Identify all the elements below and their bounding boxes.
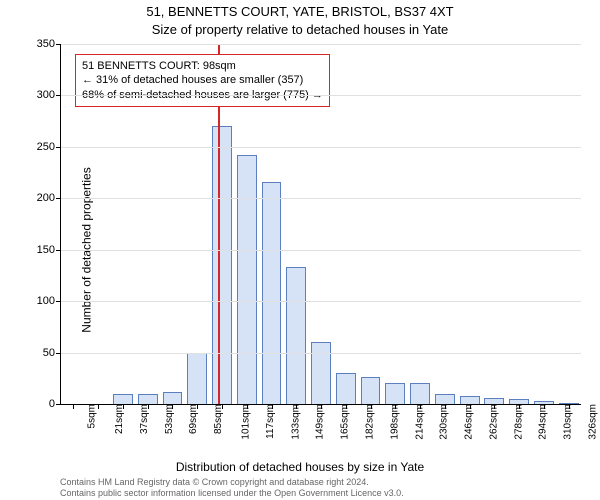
x-tick-mark bbox=[321, 404, 322, 409]
annotation-box: 51 BENNETTS COURT: 98sqm ← 31% of detach… bbox=[75, 54, 330, 107]
bar-slot: 310sqm bbox=[532, 44, 557, 404]
bar-slot: 182sqm bbox=[333, 44, 358, 404]
gridline bbox=[61, 198, 581, 199]
chart-title-sub: Size of property relative to detached ho… bbox=[0, 22, 600, 37]
bar-slot: 262sqm bbox=[457, 44, 482, 404]
gridline bbox=[61, 353, 581, 354]
bar bbox=[237, 155, 257, 404]
y-tick-label: 250 bbox=[37, 141, 61, 153]
x-tick-label: 149sqm bbox=[312, 404, 326, 440]
x-tick-label: 5sqm bbox=[84, 404, 98, 428]
annotation-line-2: ← 31% of detached houses are smaller (35… bbox=[82, 73, 323, 87]
x-tick-mark bbox=[123, 404, 124, 409]
x-tick-label: 133sqm bbox=[287, 404, 301, 440]
bar bbox=[410, 383, 430, 404]
x-tick-mark bbox=[346, 404, 347, 409]
y-tick-label: 300 bbox=[37, 89, 61, 101]
bar-slot: 294sqm bbox=[507, 44, 532, 404]
bar bbox=[212, 126, 232, 404]
bar-slot: 230sqm bbox=[408, 44, 433, 404]
x-tick-label: 294sqm bbox=[535, 404, 549, 440]
x-tick-mark bbox=[544, 404, 545, 409]
x-tick-mark bbox=[569, 404, 570, 409]
bar bbox=[361, 377, 381, 404]
x-tick-label: 214sqm bbox=[411, 404, 425, 440]
x-tick-mark bbox=[296, 404, 297, 409]
x-tick-mark bbox=[148, 404, 149, 409]
x-tick-mark bbox=[247, 404, 248, 409]
y-tick-label: 0 bbox=[49, 398, 61, 410]
attribution-line-2: Contains public sector information licen… bbox=[60, 488, 404, 498]
x-tick-mark bbox=[172, 404, 173, 409]
y-tick-label: 50 bbox=[43, 347, 61, 359]
x-tick-label: 101sqm bbox=[238, 404, 252, 440]
bar bbox=[138, 394, 158, 404]
chart-container: 51, BENNETTS COURT, YATE, BRISTOL, BS37 … bbox=[0, 0, 600, 500]
x-tick-label: 182sqm bbox=[362, 404, 376, 440]
x-tick-mark bbox=[470, 404, 471, 409]
gridline bbox=[61, 95, 581, 96]
bar bbox=[336, 373, 356, 404]
y-tick-label: 150 bbox=[37, 244, 61, 256]
x-tick-mark bbox=[222, 404, 223, 409]
x-tick-mark bbox=[494, 404, 495, 409]
bar-slot: 278sqm bbox=[482, 44, 507, 404]
y-tick-label: 200 bbox=[37, 192, 61, 204]
bar bbox=[262, 182, 282, 404]
bar bbox=[286, 267, 306, 404]
bar bbox=[460, 396, 480, 404]
x-tick-mark bbox=[445, 404, 446, 409]
x-tick-label: 326sqm bbox=[584, 404, 598, 440]
bar-slot: 214sqm bbox=[383, 44, 408, 404]
bar bbox=[385, 383, 405, 404]
chart-title-main: 51, BENNETTS COURT, YATE, BRISTOL, BS37 … bbox=[0, 4, 600, 19]
x-tick-mark bbox=[371, 404, 372, 409]
x-tick-label: 310sqm bbox=[560, 404, 574, 440]
annotation-line-1: 51 BENNETTS COURT: 98sqm bbox=[82, 59, 323, 73]
bar-slot: 326sqm bbox=[556, 44, 581, 404]
plot-area: 5sqm21sqm37sqm53sqm69sqm85sqm101sqm117sq… bbox=[60, 44, 581, 405]
attribution: Contains HM Land Registry data © Crown c… bbox=[60, 477, 404, 498]
x-axis-label: Distribution of detached houses by size … bbox=[0, 460, 600, 474]
x-tick-label: 230sqm bbox=[436, 404, 450, 440]
gridline bbox=[61, 250, 581, 251]
attribution-line-1: Contains HM Land Registry data © Crown c… bbox=[60, 477, 404, 487]
y-tick-label: 100 bbox=[37, 295, 61, 307]
x-tick-label: 117sqm bbox=[262, 404, 276, 439]
bar bbox=[311, 342, 331, 404]
gridline bbox=[61, 301, 581, 302]
x-tick-mark bbox=[272, 404, 273, 409]
bar bbox=[163, 392, 183, 404]
bar bbox=[435, 394, 455, 404]
x-tick-label: 262sqm bbox=[485, 404, 499, 440]
x-tick-mark bbox=[519, 404, 520, 409]
y-tick-label: 350 bbox=[37, 38, 61, 50]
bar-slot: 246sqm bbox=[432, 44, 457, 404]
x-tick-label: 165sqm bbox=[337, 404, 351, 440]
x-tick-mark bbox=[98, 404, 99, 409]
x-tick-mark bbox=[73, 404, 74, 409]
x-tick-mark bbox=[395, 404, 396, 409]
bar bbox=[113, 394, 133, 404]
x-tick-label: 246sqm bbox=[461, 404, 475, 440]
x-tick-label: 198sqm bbox=[386, 404, 400, 440]
x-tick-label: 278sqm bbox=[510, 404, 524, 440]
bar bbox=[187, 353, 207, 404]
x-tick-mark bbox=[197, 404, 198, 409]
gridline bbox=[61, 147, 581, 148]
x-tick-mark bbox=[420, 404, 421, 409]
bar-slot: 198sqm bbox=[358, 44, 383, 404]
gridline bbox=[61, 44, 581, 45]
